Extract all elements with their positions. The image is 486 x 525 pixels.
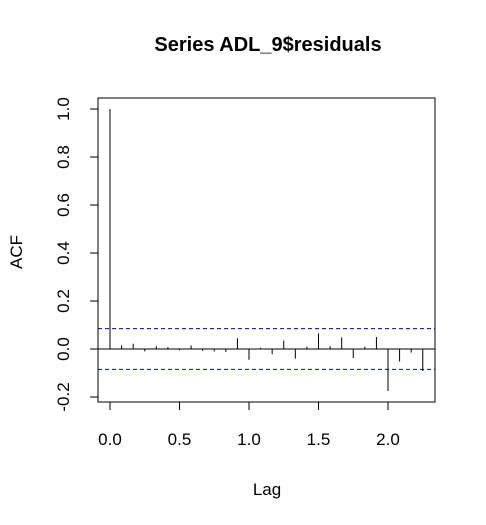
y-tick-label: 0.8 — [54, 145, 73, 169]
x-tick-label: 1.0 — [237, 430, 261, 449]
y-tick-label: 0.6 — [54, 193, 73, 217]
confidence-bounds — [98, 328, 435, 370]
x-tick-label: 0.5 — [168, 430, 192, 449]
y-axis-label: ACF — [7, 235, 26, 269]
plot-frame — [97, 97, 436, 403]
y-tick-label: 0.0 — [54, 337, 73, 361]
y-tick-label: 0.4 — [54, 241, 73, 265]
x-tick-label: 1.5 — [307, 430, 331, 449]
chart-title: Series ADL_9$residuals — [154, 34, 381, 56]
y-tick-label: 1.0 — [54, 97, 73, 121]
x-tick-label: 2.0 — [376, 430, 400, 449]
y-tick-label: 0.2 — [54, 289, 73, 313]
y-tick-label: -0.2 — [54, 382, 73, 411]
acf-bars — [109, 109, 424, 391]
x-tick-label: 0.0 — [98, 430, 122, 449]
x-axis-label: Lag — [253, 480, 281, 499]
y-axis: -0.2 0.0 0.2 0.4 0.6 0.8 1.0 — [54, 97, 99, 412]
x-axis: 0.0 0.5 1.0 1.5 2.0 — [98, 401, 400, 449]
